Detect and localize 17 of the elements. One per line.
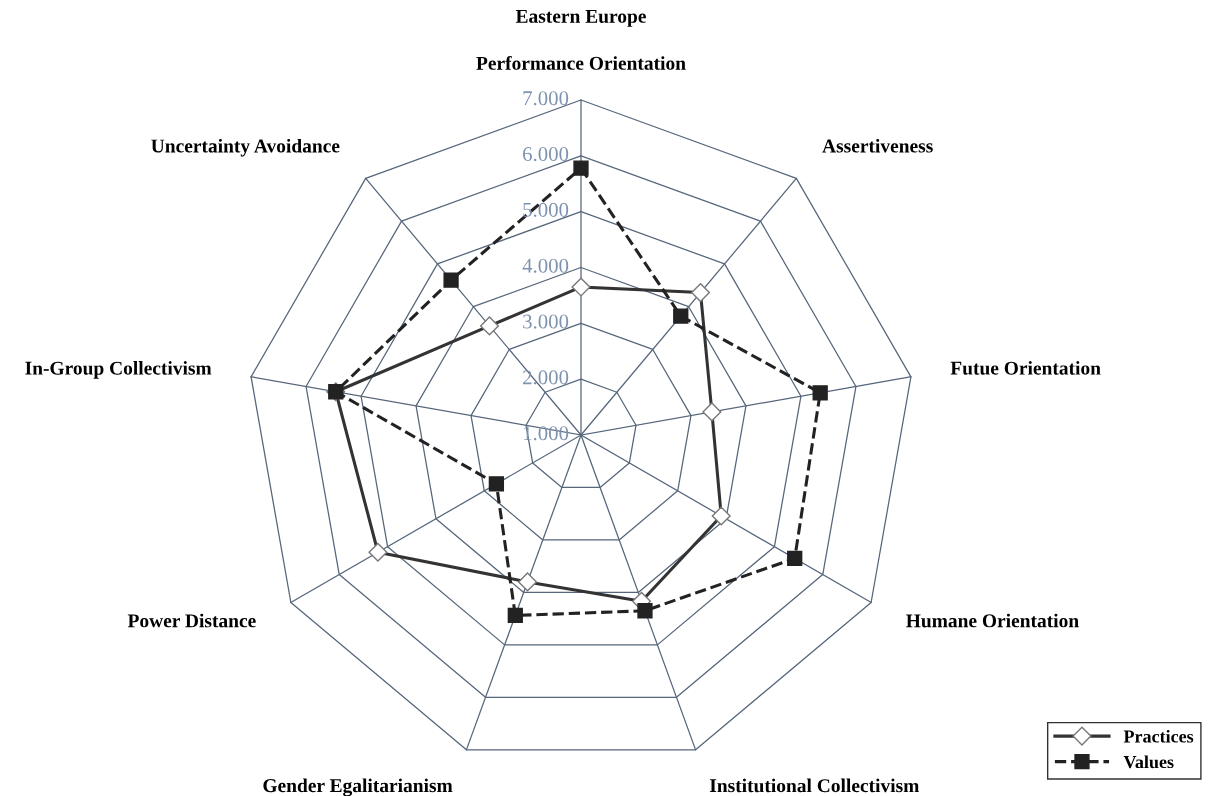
chart-title: Eastern Europe [515,9,646,27]
y-tick-label: 3.000 [523,314,569,329]
spoke-label: Futue Orientation [950,361,1101,375]
spoke-label: Humane Orientation [906,613,1079,628]
spoke-label: Uncertainty Avoidance [151,138,340,157]
spoke-label: Gender Egalitarianism [263,778,453,796]
spoke-label: In-Group Collectivism [25,361,212,379]
y-tick-label: 6.000 [523,146,569,162]
spoke-label: Power Distance [127,613,256,628]
legend-label: Values [1123,755,1174,769]
legend-label: Practices [1123,729,1194,743]
y-tick-label: 5.000 [523,202,569,217]
spoke-label: Assertiveness [822,138,933,153]
spoke-label: Institutional Collectivism [709,778,920,793]
spoke-label: Performance Orientation [476,55,686,70]
y-tick-label: 4.000 [522,258,569,273]
y-tick-label: 7.000 [523,91,569,106]
